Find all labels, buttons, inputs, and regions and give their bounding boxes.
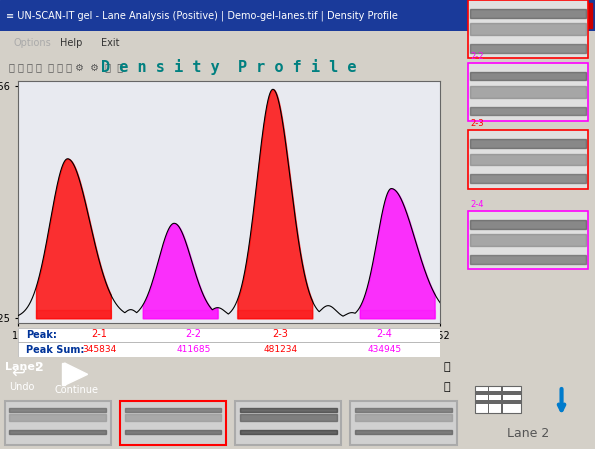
- Text: 2-4: 2-4: [377, 329, 393, 339]
- Text: 345834: 345834: [83, 345, 117, 354]
- Text: Peak:: Peak:: [26, 330, 57, 340]
- Text: 2-1: 2-1: [92, 329, 108, 339]
- Bar: [471, 72, 585, 80]
- Bar: [475, 400, 521, 404]
- Bar: [355, 414, 452, 421]
- Bar: [240, 431, 337, 434]
- Text: 2-2: 2-2: [471, 52, 484, 61]
- Text: Options: Options: [14, 38, 52, 48]
- Bar: [10, 431, 106, 434]
- Bar: [471, 154, 585, 165]
- Text: Exit: Exit: [101, 38, 119, 48]
- Bar: [18, 343, 440, 357]
- Text: 2-2: 2-2: [186, 329, 202, 339]
- Text: Undo: Undo: [10, 382, 35, 392]
- Bar: [471, 174, 585, 183]
- Bar: [124, 414, 221, 421]
- Bar: [240, 408, 337, 412]
- Text: Continue: Continue: [54, 385, 98, 395]
- Bar: [471, 44, 585, 53]
- Bar: [124, 431, 221, 434]
- Text: 434945: 434945: [368, 345, 402, 354]
- Bar: [468, 0, 588, 58]
- Text: 2-3: 2-3: [471, 119, 484, 128]
- Text: D e n s i t y  P r o f i l e: D e n s i t y P r o f i l e: [101, 59, 357, 75]
- Bar: [471, 139, 585, 148]
- Text: ≡ UN-SCAN-IT gel - Lane Analysis (Positive) | Demo-gel-lanes.tif | Density Profi: ≡ UN-SCAN-IT gel - Lane Analysis (Positi…: [6, 10, 398, 21]
- Bar: [468, 130, 588, 189]
- Bar: [471, 234, 585, 246]
- Text: ⬛ 🖫 ⬛ 🖫  ⬛ ⬛ ⬛ ⚙  ⚙  ⬛  ⓘ: ⬛ 🖫 ⬛ 🖫 ⬛ ⬛ ⬛ ⚙ ⚙ ⬛ ⓘ: [9, 62, 123, 72]
- Polygon shape: [65, 363, 87, 385]
- Bar: [120, 401, 226, 445]
- Bar: [468, 63, 588, 121]
- Bar: [475, 391, 521, 395]
- Bar: [471, 86, 585, 98]
- Bar: [62, 363, 65, 385]
- Bar: [18, 328, 440, 343]
- Text: □: □: [553, 11, 562, 20]
- Bar: [124, 408, 221, 412]
- Text: _: _: [531, 11, 536, 20]
- Text: X: X: [578, 11, 584, 20]
- Bar: [524, 3, 544, 28]
- Text: 2: 2: [35, 361, 43, 374]
- Bar: [488, 386, 489, 413]
- Bar: [468, 211, 588, 269]
- Text: ↩: ↩: [11, 363, 26, 381]
- Bar: [10, 408, 106, 412]
- Bar: [502, 386, 503, 413]
- Bar: [471, 107, 585, 115]
- Bar: [235, 401, 342, 445]
- Bar: [471, 255, 585, 264]
- Text: Lane:: Lane:: [5, 362, 39, 372]
- Bar: [240, 414, 337, 421]
- Text: 2-4: 2-4: [471, 200, 484, 209]
- Bar: [355, 408, 452, 412]
- Text: Lane 2: Lane 2: [507, 427, 549, 440]
- Bar: [471, 220, 585, 229]
- Bar: [10, 414, 106, 421]
- Text: 2-3: 2-3: [273, 329, 288, 339]
- Text: 🌐: 🌐: [444, 362, 450, 372]
- Bar: [471, 23, 585, 35]
- Bar: [547, 3, 568, 28]
- Bar: [571, 3, 592, 28]
- Bar: [475, 386, 521, 413]
- Bar: [355, 431, 452, 434]
- Bar: [471, 9, 585, 18]
- Text: Help: Help: [60, 38, 82, 48]
- Bar: [5, 401, 111, 445]
- Text: 🖥: 🖥: [444, 382, 450, 392]
- Bar: [350, 401, 456, 445]
- Text: 481234: 481234: [263, 345, 298, 354]
- Text: Peak Sum:: Peak Sum:: [26, 345, 84, 355]
- Text: 411685: 411685: [176, 345, 211, 354]
